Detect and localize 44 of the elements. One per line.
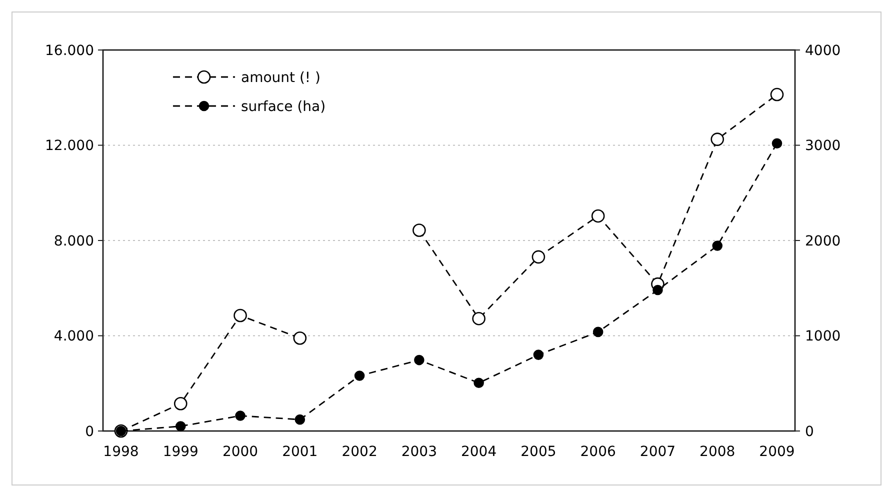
point <box>235 410 246 421</box>
y-tick-label: 0 <box>85 424 94 440</box>
point <box>354 370 365 381</box>
point <box>293 331 307 345</box>
x-tick-label: 2008 <box>700 444 736 460</box>
y-tick-label: 12.000 <box>45 138 94 154</box>
point <box>234 308 247 322</box>
x-tick-label: 1999 <box>162 444 198 460</box>
x-tick-label: 1998 <box>103 444 139 460</box>
y-tick-label: 16.000 <box>45 42 94 59</box>
x-tick-label: 2007 <box>640 444 676 460</box>
y-tick-label: 4.000 <box>54 328 94 345</box>
point <box>772 138 782 148</box>
point <box>175 421 186 432</box>
x-tick-label: 2001 <box>282 444 318 460</box>
x-tick-label: 2004 <box>461 444 497 460</box>
x-tick-label: 2009 <box>759 444 795 460</box>
point <box>474 378 484 388</box>
point <box>710 132 724 146</box>
y2-tick-label: 4000 <box>805 42 841 59</box>
y2-tick-label: 2000 <box>805 233 841 250</box>
y2-tick-label: 3000 <box>805 138 841 154</box>
point <box>533 350 544 360</box>
point <box>472 312 486 326</box>
x-tick-label: 2006 <box>580 444 616 460</box>
point <box>174 396 188 410</box>
x-tick-label: 2005 <box>520 444 556 460</box>
point <box>712 240 723 251</box>
point <box>592 326 604 338</box>
y-tick-label: 8.000 <box>54 233 94 250</box>
point <box>591 209 605 223</box>
point <box>414 354 424 366</box>
point <box>412 224 426 237</box>
legend-label: surface (ha) <box>241 98 326 115</box>
point <box>652 284 663 296</box>
point <box>294 414 306 425</box>
point <box>770 88 784 102</box>
y2-tick-label: 1000 <box>805 328 841 345</box>
legend-label: amount (! ) <box>241 70 320 86</box>
x-tick-label: 2003 <box>401 444 437 460</box>
x-tick-label: 2000 <box>222 444 258 460</box>
x-tick-label: 2002 <box>342 444 378 460</box>
y2-tick-label: 0 <box>805 424 814 440</box>
point <box>532 250 546 264</box>
